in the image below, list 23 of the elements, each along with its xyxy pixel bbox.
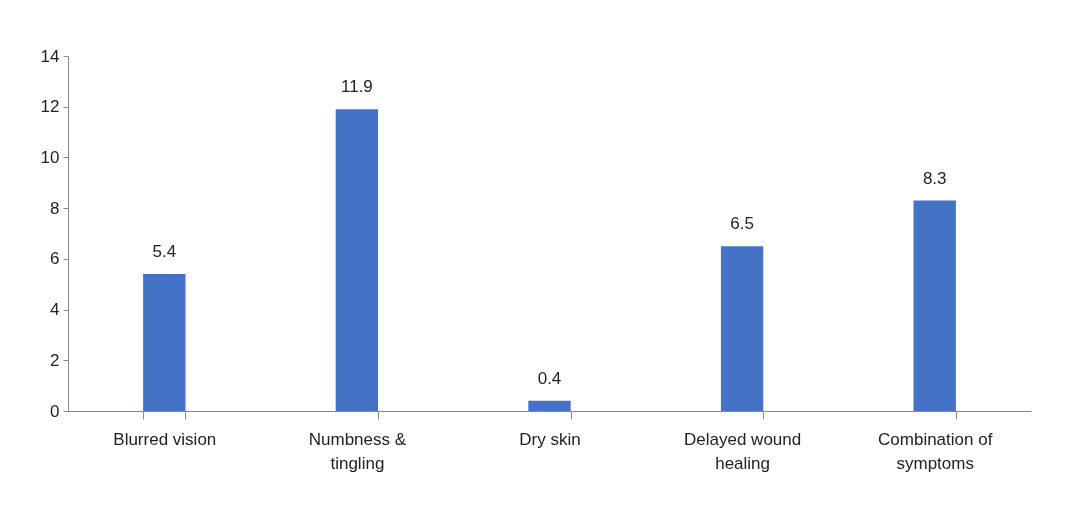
data-label: 11.9 bbox=[340, 77, 373, 97]
y-tick-label: 12 bbox=[40, 97, 60, 117]
y-tick-label: 8 bbox=[50, 198, 60, 218]
y-tick-label: 0 bbox=[50, 401, 60, 421]
x-tick-label: Blurred vision bbox=[113, 429, 217, 449]
y-tick-label: 6 bbox=[50, 249, 60, 269]
bar bbox=[720, 246, 764, 411]
y-tick-label: 2 bbox=[50, 350, 60, 370]
data-label: 0.4 bbox=[537, 368, 562, 388]
x-tick-label: Dry skin bbox=[519, 429, 581, 449]
bar bbox=[528, 400, 571, 411]
y-tick-label: 14 bbox=[40, 46, 60, 66]
bar bbox=[913, 200, 956, 411]
x-tick-label: Numbness & tingling bbox=[308, 429, 407, 473]
data-label: 6.5 bbox=[730, 214, 754, 234]
y-tick-label: 10 bbox=[40, 147, 60, 167]
data-label: 5.4 bbox=[152, 242, 177, 262]
bar bbox=[335, 109, 379, 411]
bar bbox=[143, 274, 186, 411]
x-tick-label: Delayed wound healing bbox=[684, 429, 802, 473]
y-tick-label: 4 bbox=[50, 300, 60, 320]
x-tick-label: Combination of symptoms bbox=[878, 429, 993, 473]
data-label: 8.3 bbox=[922, 168, 947, 188]
